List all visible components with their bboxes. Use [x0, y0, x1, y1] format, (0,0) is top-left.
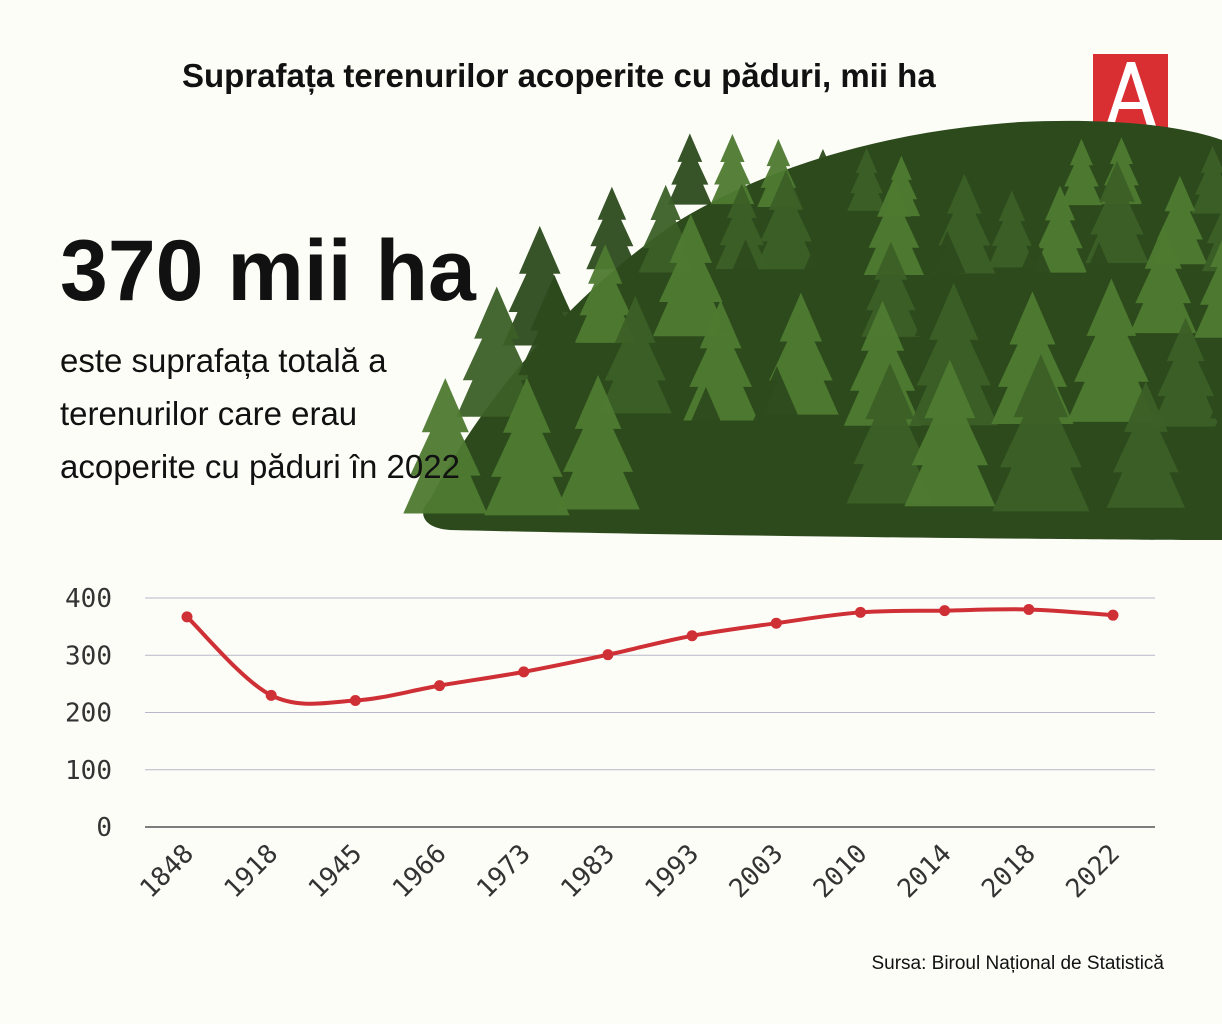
x-tick-label: 2010: [808, 839, 873, 904]
tree-shape: [755, 170, 817, 270]
data-point: [602, 649, 614, 661]
source-note: Sursa: Biroul Național de Statistică: [871, 953, 1164, 974]
highlight-description: este suprafața totală a terenurilor care…: [60, 342, 460, 485]
data-point: [181, 611, 193, 623]
tree-shape: [987, 190, 1036, 268]
tree-shape: [456, 286, 538, 417]
tree-shape: [1004, 237, 1066, 336]
x-tick-label: 1848: [134, 839, 199, 904]
data-point: [434, 680, 446, 692]
tree-shape: [1060, 138, 1103, 206]
tree-shape: [598, 295, 672, 414]
tree-shape: [970, 141, 1015, 213]
tree-shape: [861, 241, 921, 337]
y-tick-label: 200: [65, 699, 112, 729]
highlight-value: 370 mii ha: [60, 223, 476, 319]
line-chart: 0 100 200 300 400 1848 1918 1945 1966 1973 1983 19…: [65, 584, 1155, 904]
page-title: Suprafața terenurilor acoperite cu pădur…: [182, 57, 936, 94]
tree-shape: [652, 214, 729, 337]
x-tick-label: 1993: [640, 839, 705, 904]
chart-grid: [145, 597, 1155, 828]
x-tick-label: 2018: [976, 839, 1041, 904]
tree-shape: [846, 362, 934, 504]
tree-shape: [863, 177, 925, 276]
data-point: [518, 666, 530, 678]
data-point: [770, 617, 782, 629]
tree-shape: [1194, 239, 1222, 338]
data-point: [854, 606, 866, 618]
tree-shape: [909, 282, 998, 426]
tree-shape: [403, 378, 488, 514]
data-point: [686, 630, 698, 642]
tree-shape: [803, 148, 842, 210]
tree-shape: [1191, 145, 1222, 214]
data-point: [349, 694, 361, 706]
tree-shape: [1006, 129, 1057, 210]
x-tick-label: 1918: [219, 839, 284, 904]
tree-shape: [1190, 390, 1222, 505]
data-point: [1107, 609, 1119, 621]
x-tick-label: 2014: [892, 839, 957, 904]
x-tick-label: 1945: [303, 839, 368, 904]
tree-shape: [683, 300, 758, 421]
x-tick-label: 1966: [387, 839, 452, 904]
tree-shape: [715, 183, 769, 270]
y-tick-label: 100: [65, 756, 112, 786]
tree-shape: [847, 148, 887, 211]
y-tick-label: 0: [96, 813, 112, 843]
tree-shape: [586, 186, 638, 270]
tree-shape: [1066, 278, 1156, 422]
tree-shape: [484, 377, 570, 516]
x-tick-label: 2022: [1060, 839, 1125, 904]
tree-shape: [733, 366, 821, 508]
tree-shape: [511, 274, 598, 415]
tree-shape: [716, 239, 775, 335]
data-point: [939, 605, 951, 617]
series-line: [185, 607, 1115, 706]
tree-shape: [992, 354, 1090, 512]
x-axis-ticks: 1848 1918 1945 1966 1973 1983 1993 2003 2010 2014…: [134, 839, 1125, 904]
letter-a-logo: [1093, 54, 1168, 129]
y-axis-ticks: 0 100 200 300 400: [65, 584, 112, 843]
tree-shape: [710, 133, 755, 205]
x-tick-label: 1973: [471, 839, 536, 904]
tree-shape: [1151, 317, 1220, 427]
tree-shape: [1129, 225, 1197, 334]
tree-shape: [667, 387, 745, 513]
y-tick-label: 400: [65, 584, 112, 614]
data-point: [1023, 603, 1035, 615]
tree-shape: [1033, 185, 1088, 273]
tree-shape: [1085, 160, 1149, 264]
tree-shape: [574, 244, 636, 343]
chart-series: [181, 603, 1119, 706]
forest-illustration: [403, 120, 1222, 540]
data-point: [265, 689, 277, 701]
y-tick-label: 300: [65, 641, 112, 671]
x-tick-label: 1983: [555, 839, 620, 904]
tree-shape: [904, 359, 996, 507]
tree-shape: [556, 375, 640, 510]
tree-shape: [667, 133, 712, 205]
x-tick-label: 2003: [724, 839, 789, 904]
tree-shape: [1106, 381, 1186, 508]
